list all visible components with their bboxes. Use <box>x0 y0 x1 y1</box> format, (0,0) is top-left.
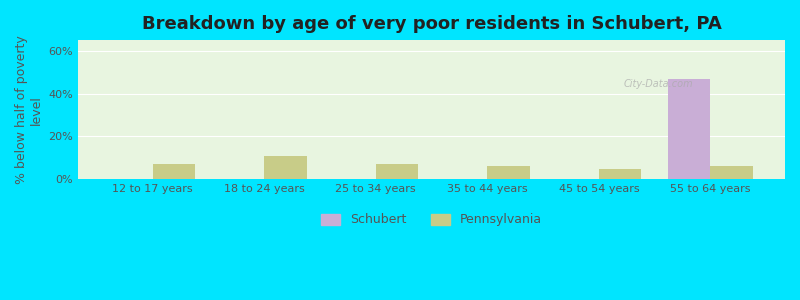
Legend: Schubert, Pennsylvania: Schubert, Pennsylvania <box>316 208 547 231</box>
Bar <box>668 79 710 179</box>
Bar <box>376 164 418 179</box>
Y-axis label: % below half of poverty
level: % below half of poverty level <box>15 35 43 184</box>
Bar <box>153 164 195 179</box>
Bar <box>264 156 306 179</box>
Title: Breakdown by age of very poor residents in Schubert, PA: Breakdown by age of very poor residents … <box>142 15 722 33</box>
Text: City-Data.com: City-Data.com <box>624 79 694 89</box>
Bar <box>487 167 530 179</box>
Bar <box>710 167 753 179</box>
Bar <box>599 169 642 179</box>
